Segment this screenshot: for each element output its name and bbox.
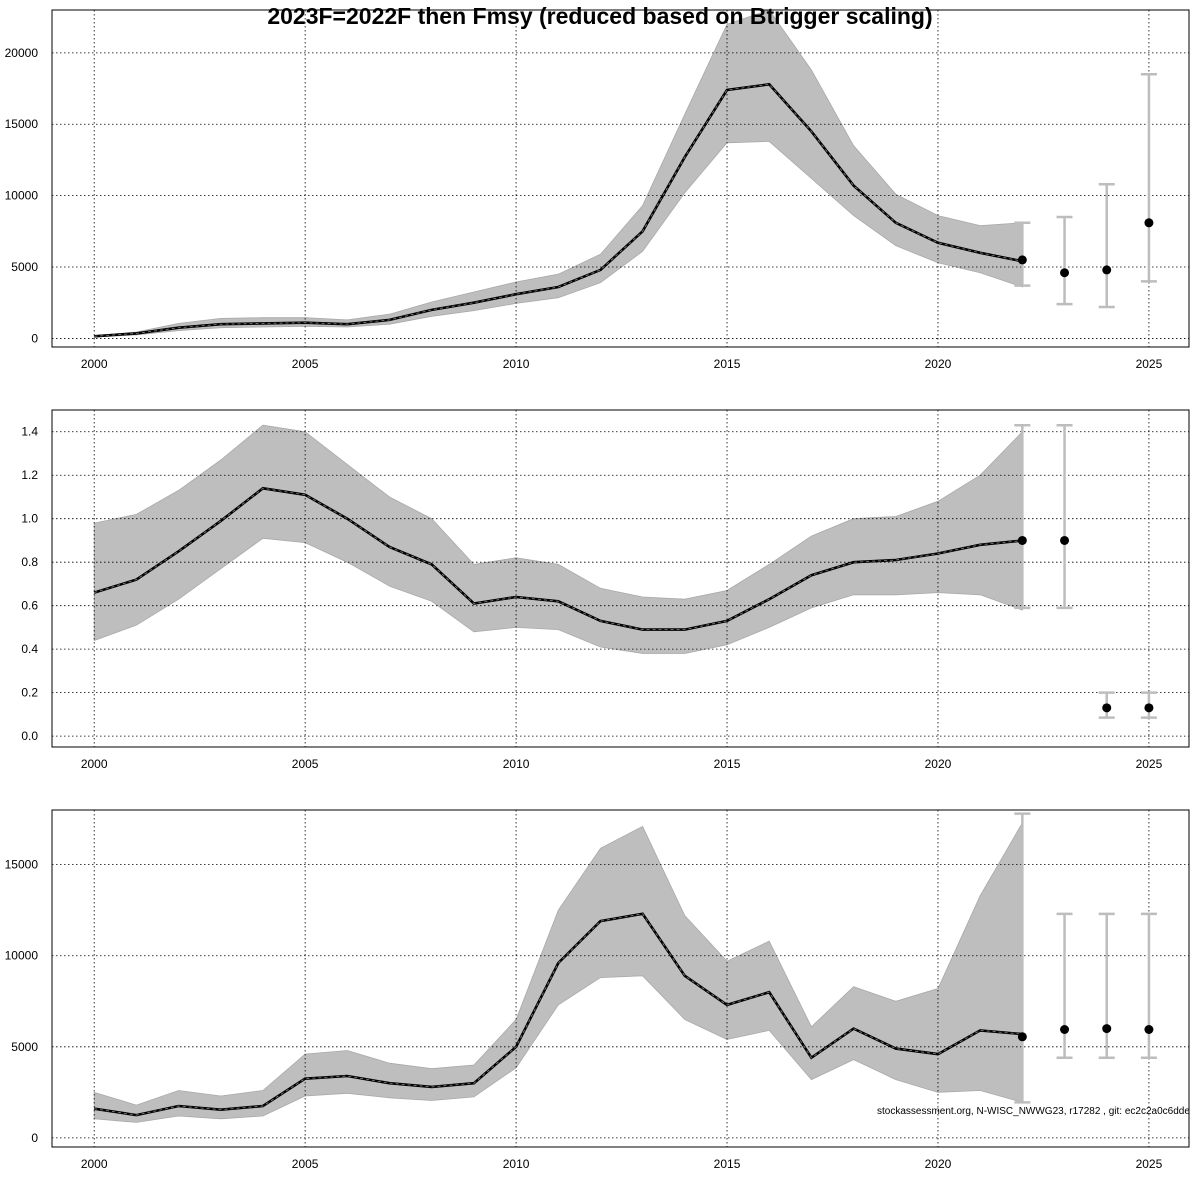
x-tick-label: 2025	[1136, 1157, 1163, 1171]
x-tick-label: 2025	[1136, 357, 1163, 371]
forecast-point	[1017, 255, 1027, 265]
x-tick-label: 2015	[714, 757, 741, 771]
panels: 2000 2005 2010 2015 2020 20250500010000150002…	[5, 9, 1190, 1171]
x-tick-label: 2000	[81, 757, 108, 771]
estimate-line-dash	[94, 487, 1023, 631]
y-tick-label: 0.4	[21, 642, 38, 656]
y-tick-label: 20000	[5, 46, 39, 60]
x-tick-label: 2000	[81, 1157, 108, 1171]
x-tick-label: 2000	[81, 357, 108, 371]
forecast-point	[1144, 1025, 1154, 1035]
x-tick-label: 2015	[714, 357, 741, 371]
y-tick-label: 0.0	[21, 729, 38, 743]
y-tick-label: 0.8	[21, 555, 38, 569]
forecast-point	[1102, 1024, 1112, 1034]
forecast-point	[1060, 535, 1070, 545]
footer-credit: stockassessment.org, N-WISC_NWWG23, r172…	[877, 1106, 1190, 1117]
y-tick-label: 15000	[5, 117, 39, 131]
y-tick-label: 15000	[5, 858, 39, 872]
x-tick-label: 2005	[292, 757, 319, 771]
y-tick-label: 5000	[11, 260, 38, 274]
forecast-point	[1144, 218, 1154, 228]
y-tick-label: 10000	[5, 949, 39, 963]
panel-recruits: 2000 2005 2010 2015 2020 2025 0 5000 10000 15000	[5, 809, 1190, 1171]
confidence-band	[93, 424, 1023, 654]
x-tick-label: 2010	[503, 1157, 530, 1171]
confidence-band	[93, 9, 1023, 338]
y-tick-label: 5000	[11, 1040, 38, 1054]
forecast-point	[1060, 268, 1070, 278]
panel-ssb: 2000 2005 2010 2015 2020 2025 0 5000 10000 15000 2…	[5, 9, 1190, 371]
x-tick-label: 2005	[292, 357, 319, 371]
x-tick-label: 2015	[714, 1157, 741, 1171]
x-tick-label: 2025	[1136, 757, 1163, 771]
plot-frame	[51, 809, 1190, 1148]
estimate-line-dash	[94, 913, 1023, 1116]
y-tick-label: 0	[31, 331, 38, 345]
y-tick-label: 1.2	[21, 468, 38, 482]
forecast-point	[1017, 535, 1027, 545]
y-tick-label: 0	[31, 1131, 38, 1145]
estimate-line-dash	[94, 83, 1023, 337]
y-tick-label: 0.6	[21, 599, 38, 613]
forecast-point	[1102, 265, 1112, 275]
plot-frame	[51, 9, 1190, 348]
x-tick-label: 2020	[925, 757, 952, 771]
plot-frame	[51, 409, 1190, 748]
forecast-point	[1060, 1025, 1070, 1035]
y-tick-label: 1.4	[21, 425, 38, 439]
x-tick-label: 2020	[925, 357, 952, 371]
figure-title: 2023F=2022F then Fmsy (reduced based on …	[267, 3, 932, 29]
y-tick-label: 0.2	[21, 686, 38, 700]
x-tick-label: 2010	[503, 757, 530, 771]
x-tick-label: 2020	[925, 1157, 952, 1171]
y-tick-label: 10000	[5, 189, 39, 203]
y-tick-label: 1.0	[21, 512, 38, 526]
forecast-point	[1017, 1032, 1027, 1042]
forecast-point	[1102, 703, 1112, 713]
x-tick-label: 2010	[503, 357, 530, 371]
panel-f: 2000 2005 2010 2015 2020 2025 0.0 0.2 0.4 0.6 0.8 1…	[21, 409, 1190, 771]
x-tick-label: 2005	[292, 1157, 319, 1171]
forecast-point	[1144, 703, 1154, 713]
